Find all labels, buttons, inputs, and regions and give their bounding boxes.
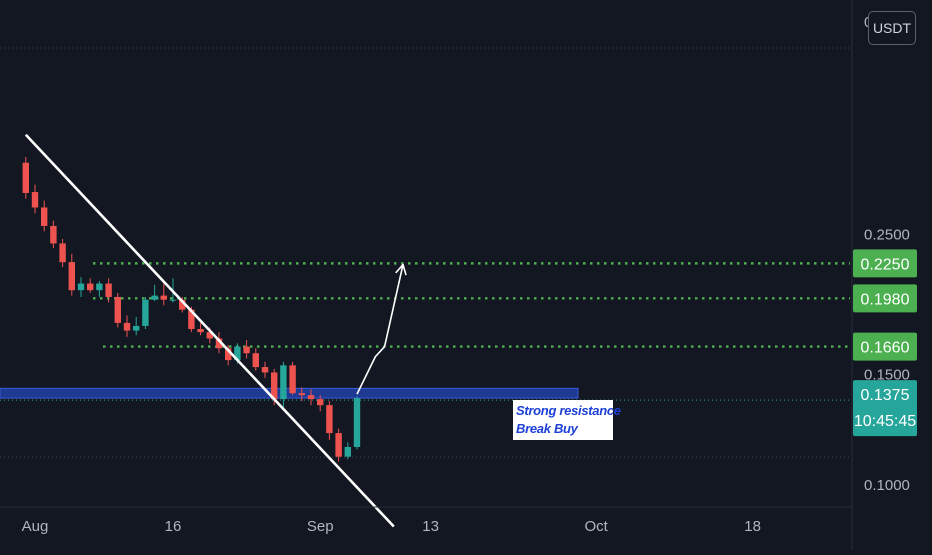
candle-body [234, 346, 241, 361]
projection-path [356, 264, 404, 395]
candle-body [114, 296, 121, 323]
projection-arrowhead [395, 263, 407, 276]
candle-body [243, 346, 250, 354]
candle-body [335, 433, 342, 457]
candle-body [96, 283, 103, 291]
candle-body [41, 207, 48, 226]
candle [87, 278, 94, 293]
candle-body [142, 299, 149, 326]
candle-body [68, 262, 75, 291]
current-price-badge [853, 380, 917, 437]
candle [335, 428, 342, 462]
candle-body [280, 365, 287, 400]
target-level-badge [853, 332, 917, 361]
candle-body [105, 283, 112, 297]
candle [77, 277, 85, 297]
resistance-annotation: Strong resistance Break Buy [513, 400, 621, 440]
candle-body [77, 283, 85, 291]
candle-body [123, 322, 131, 331]
candle [59, 238, 66, 268]
candle [123, 315, 131, 337]
target-level-badge-label: 0.1660 [861, 340, 910, 357]
candle-body [179, 299, 186, 310]
candle-body [252, 353, 259, 368]
target-level-badge [853, 284, 917, 313]
candle [41, 200, 48, 232]
date-axis-label: Oct [585, 518, 609, 535]
target-level-badge [853, 249, 917, 278]
candle [353, 396, 361, 450]
candle-body [271, 372, 278, 400]
candle-body [59, 243, 66, 263]
date-axis-label: 18 [744, 518, 761, 535]
candle [197, 322, 204, 336]
candle [105, 278, 112, 303]
candle [243, 340, 250, 359]
candle-body [225, 348, 232, 361]
candle [261, 361, 269, 378]
candle-body [326, 405, 333, 434]
candle [289, 361, 296, 396]
target-level-badge-label: 0.2250 [861, 256, 910, 273]
candle-body [206, 332, 213, 339]
candle-body [22, 162, 29, 193]
candle [215, 332, 223, 354]
candle [68, 253, 75, 296]
price-axis-label: 0.2500 [864, 227, 910, 244]
candle [142, 296, 149, 330]
candle [317, 395, 324, 412]
candle [50, 220, 57, 248]
candle [298, 387, 305, 402]
annotation-line-2: Break Buy [516, 421, 578, 436]
candle [252, 348, 259, 371]
countdown-label: 10:45:45 [854, 413, 916, 430]
candle-body [215, 338, 223, 349]
candle-body [133, 325, 140, 331]
candle-body [50, 225, 57, 244]
candle-body [298, 393, 305, 396]
candle-body [151, 295, 158, 300]
candle [31, 184, 39, 214]
candle-body [160, 295, 167, 300]
candle [133, 316, 140, 336]
currency-unit-button[interactable]: USDT [868, 11, 916, 45]
target-level-badge-label: 0.1980 [861, 291, 910, 308]
annotation-line-1: Strong resistance [516, 403, 621, 418]
candle [151, 284, 158, 302]
date-axis-label: 16 [165, 518, 182, 535]
candle-body [31, 192, 39, 208]
candle-body [307, 395, 315, 400]
candle [160, 282, 167, 306]
candle-body [188, 309, 195, 330]
candle [280, 361, 287, 408]
date-axis-label: 13 [422, 518, 439, 535]
resistance-zone [0, 387, 579, 399]
date-axis-label: Aug [22, 518, 49, 535]
candle-body [289, 365, 296, 394]
candle [96, 280, 103, 297]
candle-body [353, 398, 361, 447]
price-axis-label: 0.1500 [864, 366, 910, 383]
candle-body [197, 329, 204, 333]
candle-body [169, 299, 177, 301]
price-axis-label: 0.1000 [864, 477, 910, 494]
candle-body [87, 283, 94, 291]
candle [22, 156, 29, 199]
candle [326, 401, 333, 440]
descending-trendline [24, 133, 395, 528]
candle-body [261, 367, 269, 373]
date-axis-label: Sep [307, 518, 334, 535]
candle [344, 442, 351, 460]
candle-body [317, 399, 324, 406]
candle [114, 292, 121, 328]
current-price-label: 0.1375 [861, 387, 910, 404]
candle-body [344, 446, 351, 457]
candle [307, 389, 315, 406]
